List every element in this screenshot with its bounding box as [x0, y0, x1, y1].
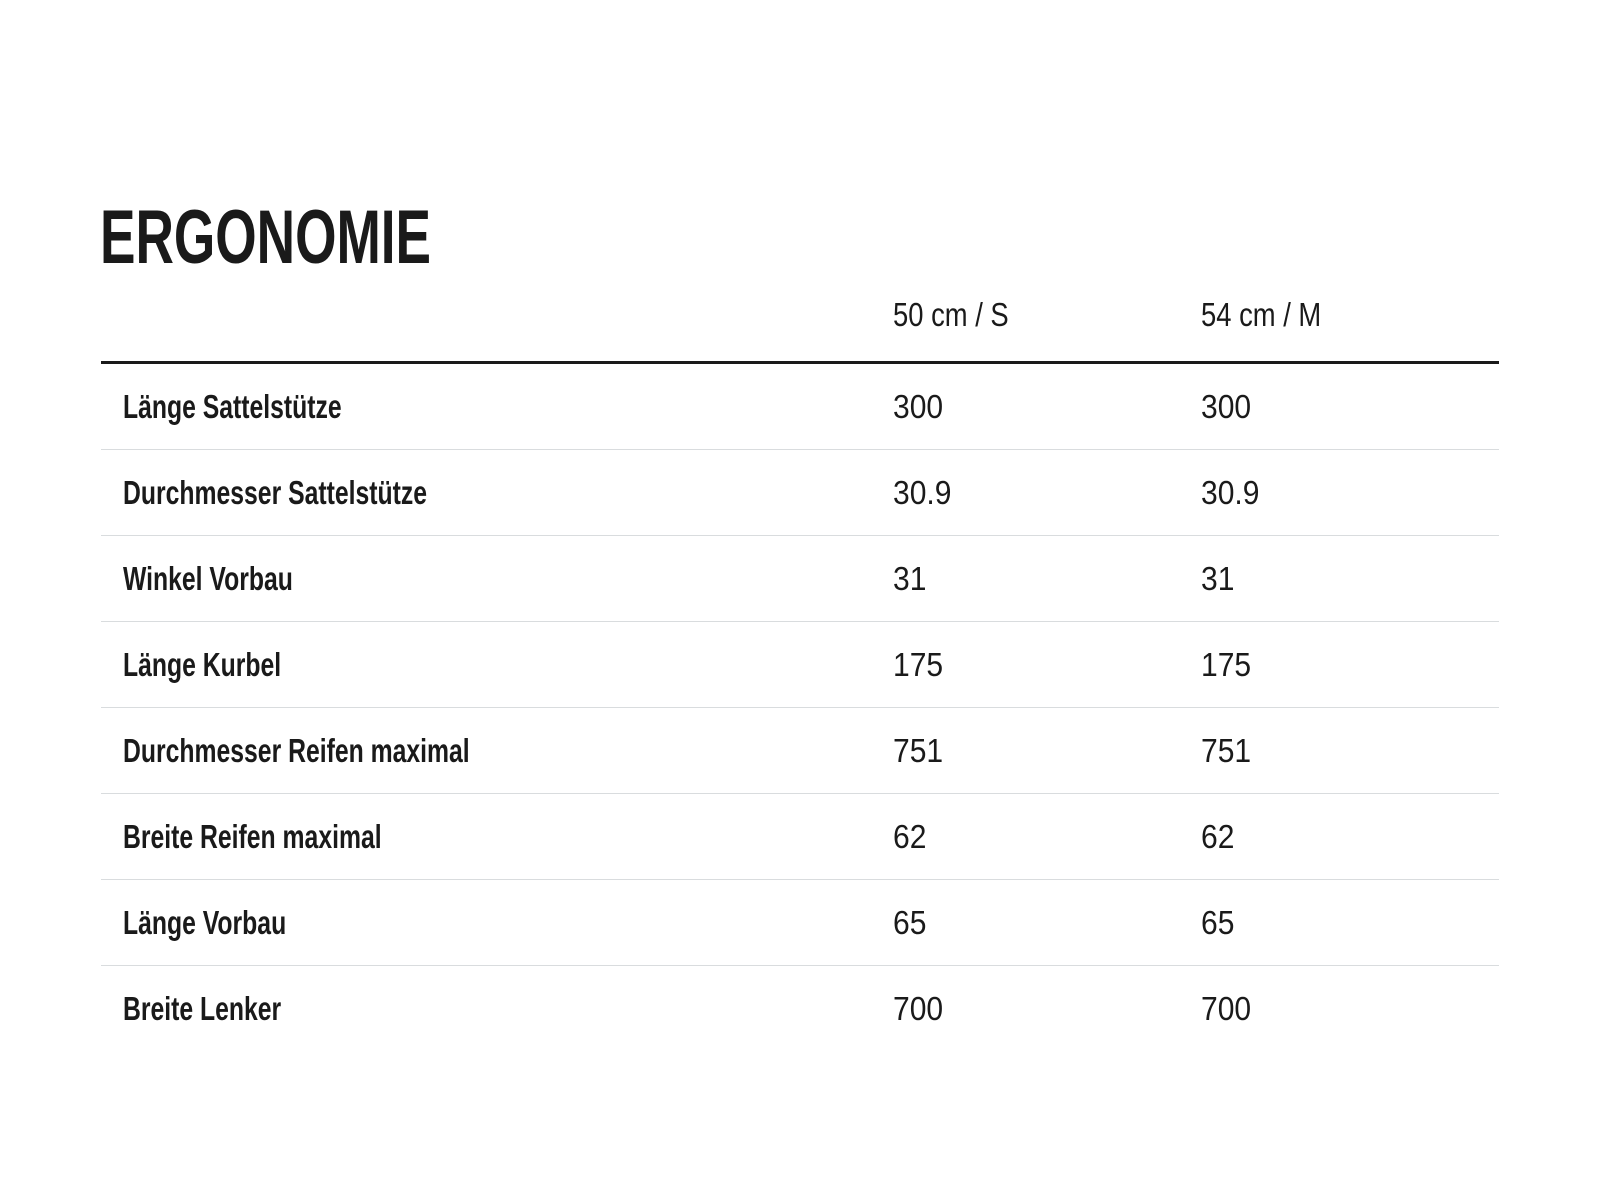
row-value-m: 65 — [1201, 903, 1235, 941]
row-label: Breite Reifen maximal — [123, 817, 382, 855]
row-value-m: 751 — [1201, 731, 1252, 769]
row-value-s: 31 — [893, 559, 927, 597]
table-row: Durchmesser Sattelstütze 30.9 30.9 — [101, 450, 1499, 536]
row-value-s: 30.9 — [893, 473, 952, 511]
column-header-label: 54 cm / M — [1201, 295, 1322, 333]
row-label: Durchmesser Sattelstütze — [123, 473, 427, 511]
row-value-m: 700 — [1201, 989, 1252, 1027]
row-value-m: 30.9 — [1201, 473, 1260, 511]
row-label: Länge Vorbau — [123, 903, 287, 941]
table-row: Länge Kurbel 175 175 — [101, 622, 1499, 708]
table-row: Durchmesser Reifen maximal 751 751 — [101, 708, 1499, 794]
table-row: Länge Vorbau 65 65 — [101, 880, 1499, 966]
row-value-m: 175 — [1201, 645, 1252, 683]
column-header-label: 50 cm / S — [893, 295, 1009, 333]
row-value-m: 31 — [1201, 559, 1235, 597]
column-header-size-m: 54 cm / M — [1201, 296, 1499, 334]
row-label: Länge Sattelstütze — [123, 387, 342, 425]
page-title: ERGONOMIE — [100, 194, 432, 280]
table-header-row: 50 cm / S 54 cm / M — [101, 268, 1499, 364]
row-value-s: 62 — [893, 817, 927, 855]
row-value-s: 175 — [893, 645, 944, 683]
row-label: Winkel Vorbau — [123, 559, 293, 597]
row-value-s: 300 — [893, 387, 944, 425]
row-value-s: 700 — [893, 989, 944, 1027]
column-header-size-s: 50 cm / S — [893, 296, 1201, 334]
table-row: Winkel Vorbau 31 31 — [101, 536, 1499, 622]
row-value-m: 300 — [1201, 387, 1252, 425]
spec-table: 50 cm / S 54 cm / M Länge Sattelstütze 3… — [101, 268, 1499, 1051]
row-value-m: 62 — [1201, 817, 1235, 855]
row-value-s: 65 — [893, 903, 927, 941]
table-row: Breite Reifen maximal 62 62 — [101, 794, 1499, 880]
row-label: Breite Lenker — [123, 989, 282, 1027]
table-row: Länge Sattelstütze 300 300 — [101, 364, 1499, 450]
row-label: Länge Kurbel — [123, 645, 282, 683]
table-row: Breite Lenker 700 700 — [101, 966, 1499, 1051]
row-value-s: 751 — [893, 731, 944, 769]
row-label: Durchmesser Reifen maximal — [123, 731, 470, 769]
